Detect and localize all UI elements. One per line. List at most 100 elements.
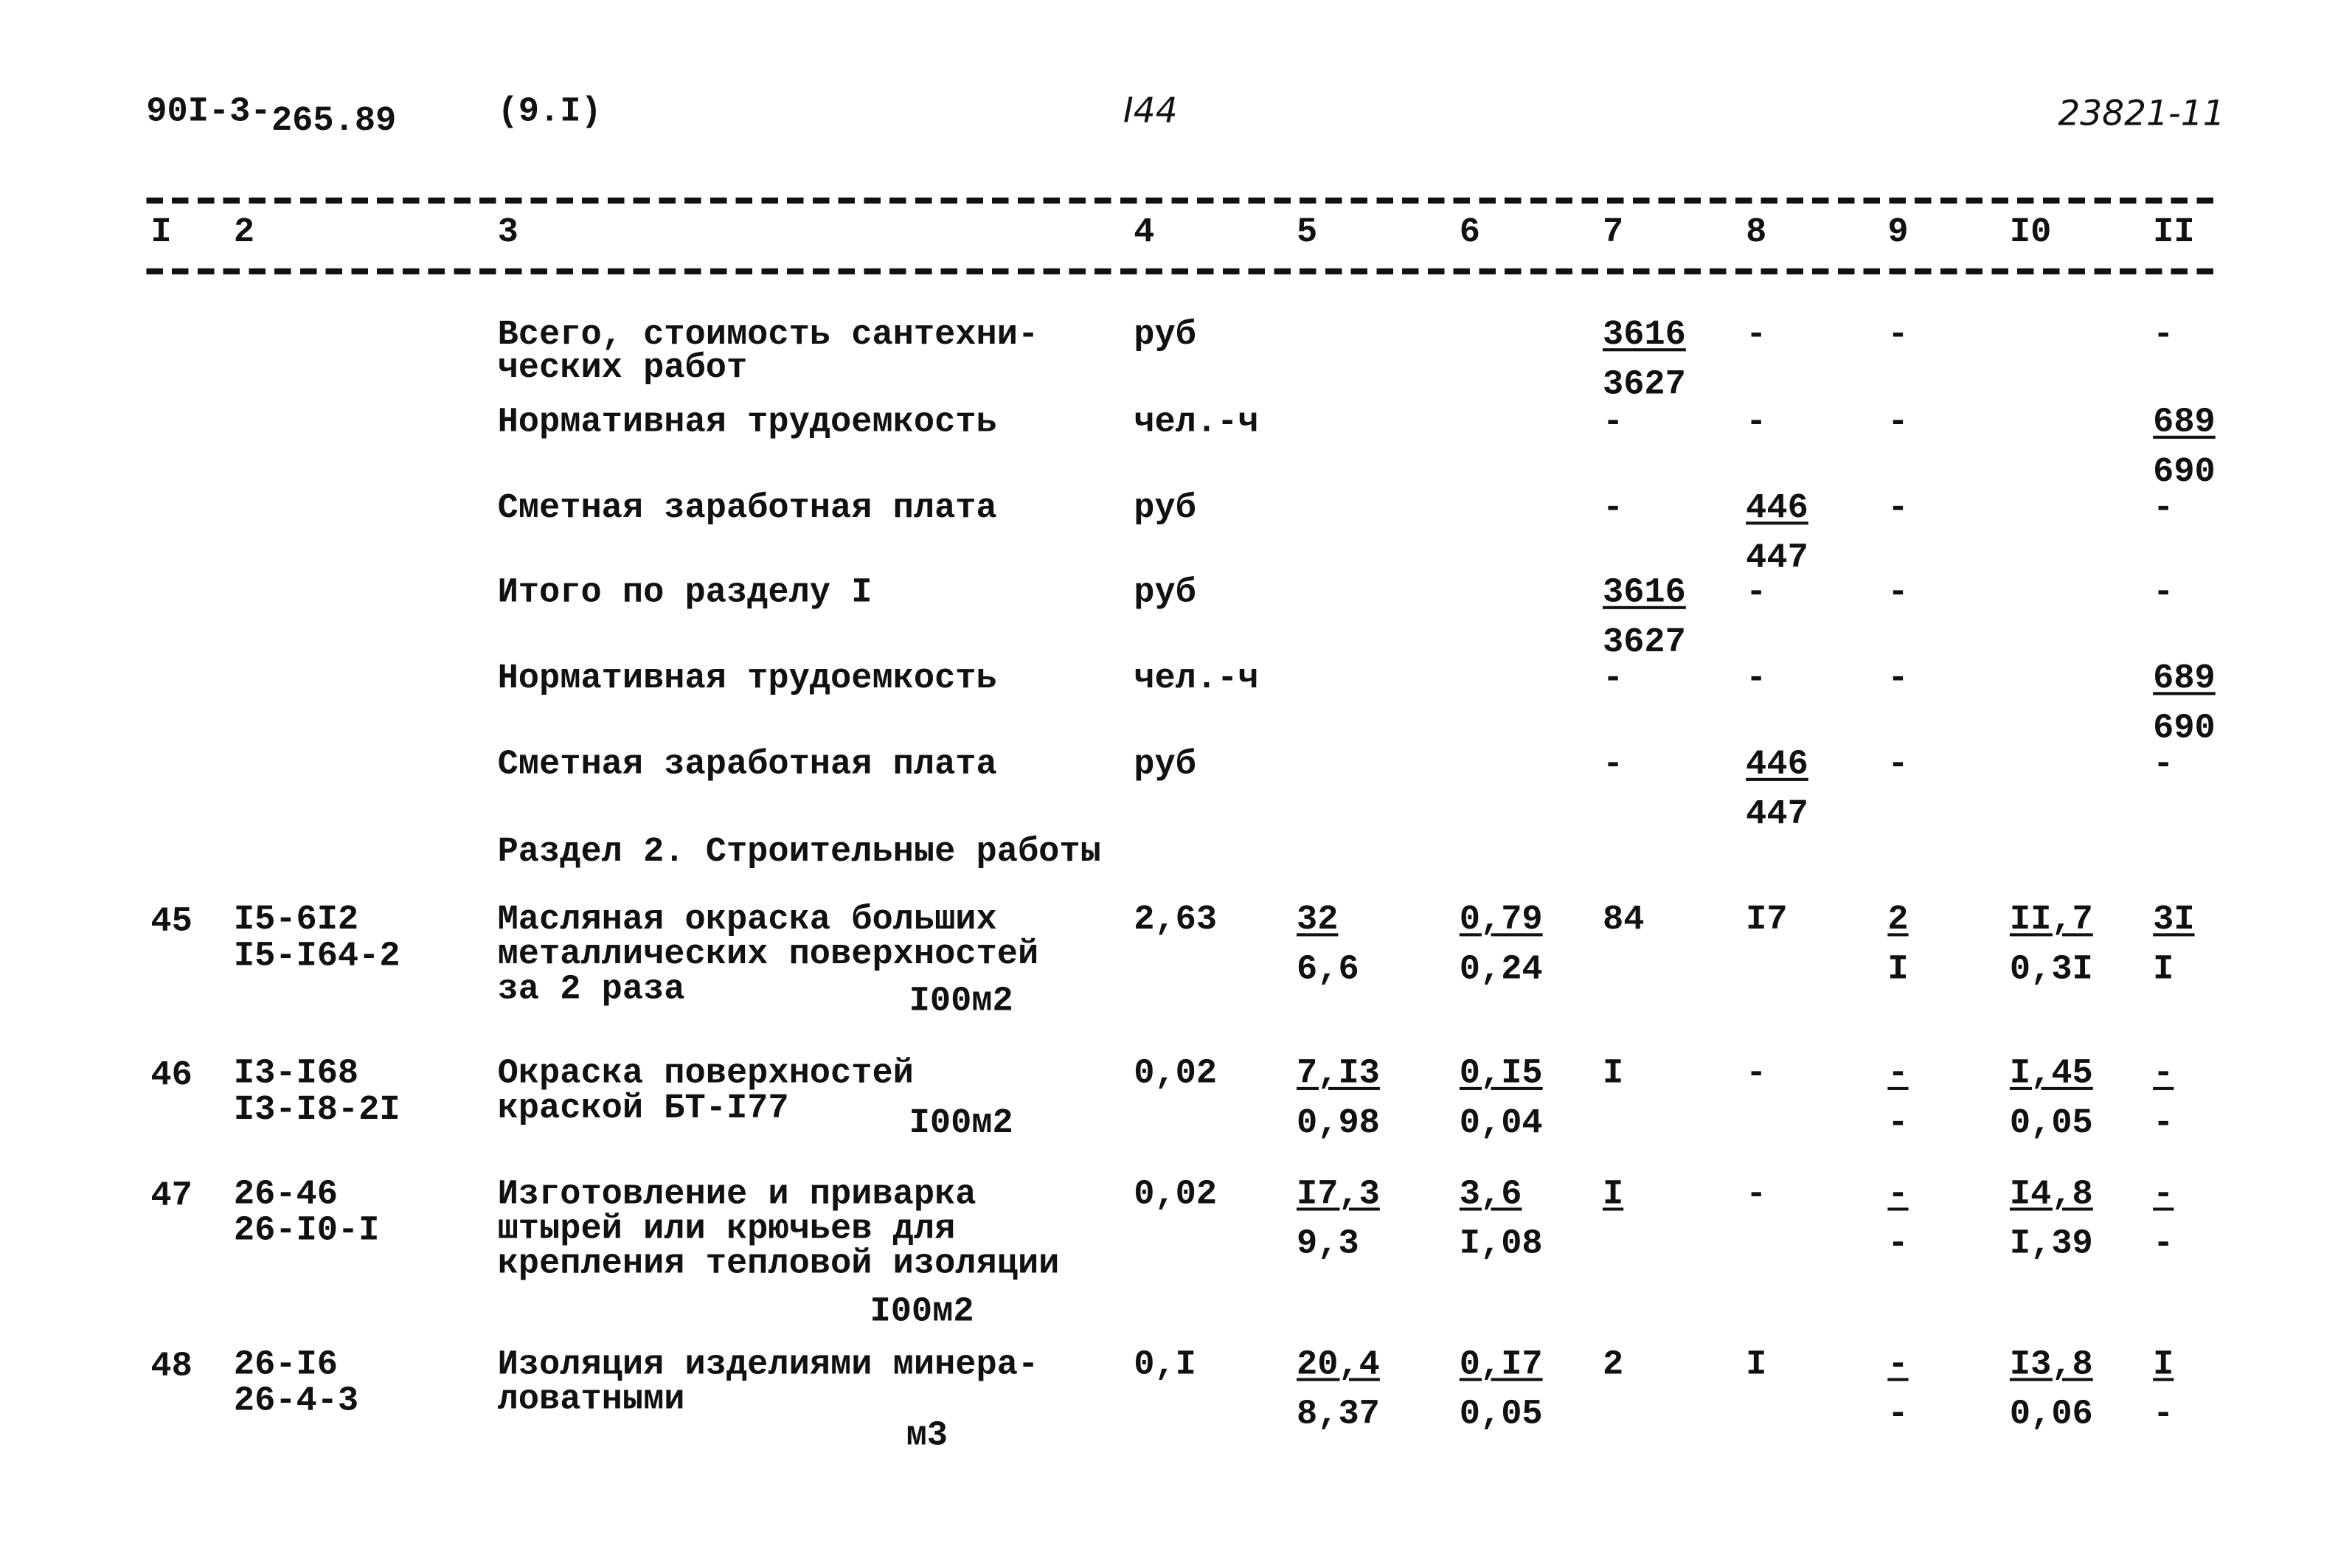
summary-col9: - bbox=[1887, 572, 1909, 612]
summary-col11: - bbox=[2153, 488, 2174, 528]
item-col8: - bbox=[1746, 1174, 1767, 1214]
item-col4: 2,63 bbox=[1134, 900, 1218, 940]
summary-col7-denominator: 3627 bbox=[1602, 364, 1686, 404]
summary-label: Итого по разделу I bbox=[497, 572, 873, 612]
summary-col11-numerator: 689 bbox=[2153, 659, 2216, 698]
item-code: 26-I0-I bbox=[233, 1210, 380, 1250]
column-header-7: 7 bbox=[1602, 212, 1624, 252]
summary-col8: - bbox=[1746, 659, 1767, 698]
column-header-10: I0 bbox=[2009, 212, 2052, 252]
item-number: 45 bbox=[150, 901, 192, 941]
inventory-number: 23821-11 bbox=[2058, 94, 2225, 134]
summary-col7-numerator: 3616 bbox=[1602, 572, 1686, 612]
summary-col7: - bbox=[1602, 744, 1624, 784]
summary-label: Всего, стоимость сантехни- bbox=[497, 315, 1039, 355]
summary-label: ческих работ bbox=[497, 348, 748, 388]
item-col4: 0,02 bbox=[1134, 1053, 1218, 1094]
item-col11-numerator: - bbox=[2153, 1053, 2174, 1094]
summary-unit: руб bbox=[1134, 744, 1196, 784]
item-col11-denominator: - bbox=[2153, 1394, 2174, 1435]
item-col7: 2 bbox=[1602, 1345, 1624, 1384]
item-col9-denominator: - bbox=[1887, 1224, 1909, 1264]
item-col5-numerator: I7,3 bbox=[1297, 1174, 1380, 1214]
item-col7-numerator: I bbox=[1602, 1174, 1624, 1214]
header-divider-top bbox=[146, 197, 2221, 204]
summary-col11: - bbox=[2153, 315, 2174, 355]
item-col6-numerator: 0,I7 bbox=[1459, 1345, 1543, 1384]
section-title: Раздел 2. Строительные работы bbox=[497, 832, 1101, 872]
item-col6-numerator: 3,6 bbox=[1459, 1174, 1522, 1214]
item-col5-denominator: 9,3 bbox=[1297, 1224, 1359, 1264]
column-header-3: 3 bbox=[497, 212, 518, 252]
item-col11-numerator: 3I bbox=[2153, 900, 2195, 940]
column-header-2: 2 bbox=[233, 212, 255, 252]
item-unit: I00м2 bbox=[870, 1291, 974, 1332]
summary-label: Сметная заработная плата bbox=[497, 744, 997, 784]
item-col10-denominator: 0,05 bbox=[2009, 1103, 2093, 1143]
item-code: I3-I68 bbox=[233, 1053, 359, 1094]
summary-col7-numerator: 3616 bbox=[1602, 315, 1686, 355]
summary-col8: - bbox=[1746, 402, 1767, 442]
section-ref: (9.I) bbox=[497, 91, 602, 131]
item-unit: м3 bbox=[906, 1415, 948, 1455]
column-header-8: 8 bbox=[1746, 212, 1767, 252]
item-col6-denominator: I,08 bbox=[1459, 1224, 1543, 1264]
item-col9-numerator: - bbox=[1887, 1345, 1909, 1384]
summary-col9: - bbox=[1887, 315, 1909, 355]
item-col9-denominator: I bbox=[1887, 949, 1909, 989]
item-col11-denominator: - bbox=[2153, 1103, 2174, 1143]
item-col10-numerator: I3,8 bbox=[2009, 1345, 2093, 1384]
item-col5-numerator: 7,I3 bbox=[1297, 1053, 1380, 1094]
item-col11-denominator: - bbox=[2153, 1224, 2174, 1264]
item-description: Окраска поверхностей bbox=[497, 1053, 914, 1094]
summary-label: Сметная заработная плата bbox=[497, 488, 997, 528]
summary-col8-denominator: 447 bbox=[1746, 794, 1808, 834]
item-col9-numerator: - bbox=[1887, 1053, 1909, 1094]
item-number: 48 bbox=[150, 1346, 192, 1386]
column-header-5: 5 bbox=[1297, 212, 1318, 252]
item-col6-denominator: 0,04 bbox=[1459, 1103, 1543, 1143]
summary-col7: - bbox=[1602, 659, 1624, 698]
doc-code: 90I-3- bbox=[146, 91, 271, 131]
summary-unit: чел.-ч bbox=[1134, 659, 1259, 698]
item-col5-denominator: 8,37 bbox=[1297, 1394, 1380, 1435]
summary-unit: руб bbox=[1134, 572, 1196, 612]
summary-col11-denominator: 690 bbox=[2153, 452, 2216, 492]
item-description: краской БТ-I77 bbox=[497, 1088, 789, 1128]
item-col6-denominator: 0,05 bbox=[1459, 1394, 1543, 1435]
item-description: Масляная окраска больших bbox=[497, 900, 997, 940]
summary-label: Нормативная трудоемкость bbox=[497, 659, 997, 698]
column-header-4: 4 bbox=[1134, 212, 1155, 252]
item-code: I3-I8-2I bbox=[233, 1089, 400, 1130]
column-header-11: II bbox=[2153, 212, 2195, 252]
item-col7: 84 bbox=[1602, 900, 1645, 940]
item-description: металлических поверхностей bbox=[497, 934, 1039, 974]
summary-col11: - bbox=[2153, 744, 2174, 784]
item-code: 26-4-3 bbox=[233, 1381, 359, 1420]
item-code: I5-6I2 bbox=[233, 900, 359, 940]
item-col9-numerator: - bbox=[1887, 1174, 1909, 1214]
item-number: 46 bbox=[150, 1055, 192, 1095]
item-col9-denominator: - bbox=[1887, 1103, 1909, 1143]
summary-col9: - bbox=[1887, 659, 1909, 698]
summary-col8: - bbox=[1746, 572, 1767, 612]
item-description: Изготовление и приварка bbox=[497, 1174, 976, 1214]
item-unit: I00м2 bbox=[909, 1103, 1013, 1143]
item-col5-denominator: 6,6 bbox=[1297, 949, 1359, 989]
item-col11-numerator: - bbox=[2153, 1174, 2174, 1214]
item-col6-numerator: 0,I5 bbox=[1459, 1053, 1543, 1094]
item-col4: 0,02 bbox=[1134, 1174, 1218, 1214]
item-col10-denominator: 0,3I bbox=[2009, 949, 2093, 989]
item-code: 26-46 bbox=[233, 1174, 338, 1214]
summary-unit: чел.-ч bbox=[1134, 402, 1259, 442]
item-col10-numerator: II,7 bbox=[2009, 900, 2093, 940]
item-code: I5-I64-2 bbox=[233, 936, 400, 976]
item-col10-denominator: 0,06 bbox=[2009, 1394, 2093, 1435]
summary-col11-denominator: 690 bbox=[2153, 708, 2216, 748]
summary-col9: - bbox=[1887, 402, 1909, 442]
summary-col8: - bbox=[1746, 315, 1767, 355]
item-col6-denominator: 0,24 bbox=[1459, 949, 1543, 989]
item-col10-denominator: I,39 bbox=[2009, 1224, 2093, 1264]
item-col9-denominator: - bbox=[1887, 1394, 1909, 1435]
